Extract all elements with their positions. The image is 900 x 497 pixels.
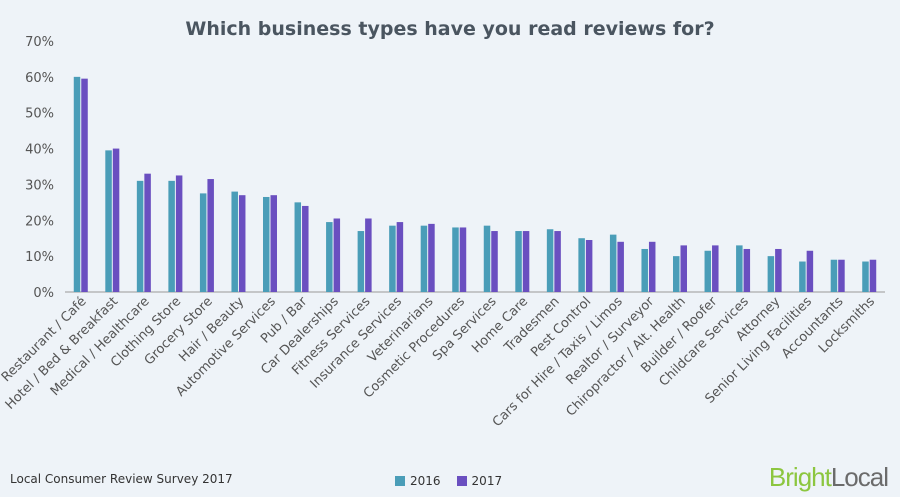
source-caption: Local Consumer Review Survey 2017 [10,472,233,486]
y-tick-label: 70% [25,35,54,50]
y-tick-label: 10% [25,250,54,265]
bar-2016 [294,202,302,292]
y-tick-label: 30% [25,178,54,193]
bar-2016 [641,248,648,292]
brand-logo: BrightLocal [768,462,889,493]
bar-2016 [515,231,522,292]
bar-2017 [270,195,277,292]
bar-2017 [491,231,498,292]
bar-2017 [144,173,151,292]
bar-2016 [830,259,838,292]
bar-2017 [333,218,341,292]
bar-2016 [862,261,869,292]
bar-2017 [680,245,687,292]
bar-2016 [73,76,81,292]
y-tick-label: 40% [25,143,54,158]
legend-swatch-2016 [395,476,405,486]
bar-2016 [231,191,238,292]
bar-2017 [554,231,561,292]
bar-2016 [168,180,175,292]
bar-2016 [736,245,743,292]
bar-2017 [365,218,372,292]
bar-2017 [838,259,845,292]
bar-2016 [767,256,775,292]
y-tick-label: 0% [33,286,54,301]
bar-2017 [207,179,214,292]
bar-2016 [136,180,144,292]
bar-2016 [578,238,585,292]
bar-2016 [799,261,806,292]
bar-2016 [105,150,112,292]
y-tick-label: 60% [25,71,54,86]
bar-2017 [81,78,88,293]
bar-2017 [459,227,467,292]
bar-2017 [585,240,593,292]
bar-2017 [396,222,404,292]
chart-title: Which business types have you read revie… [185,18,715,40]
bar-2016 [357,231,365,292]
bar-2016 [420,225,428,292]
legend-item-2017: 2017 [456,474,503,488]
bar-2017 [175,175,183,292]
bar-2016 [452,227,459,292]
bar-2017 [869,259,877,292]
bar-2017 [775,248,782,292]
legend-label-2017: 2017 [471,474,503,488]
bar-2017 [712,245,719,292]
y-tick-label: 50% [25,107,54,122]
bar-2016 [609,234,617,292]
bar-2017 [428,223,435,292]
bar-2017 [238,195,246,292]
legend-label-2016: 2016 [410,474,441,488]
legend: 2016 2017 [395,472,502,490]
bar-2017 [112,148,120,292]
bar-2016 [673,256,680,292]
bar-2017 [648,241,656,292]
brand-logo-part1: Bright [768,462,832,492]
legend-item-2016: 2016 [395,474,441,488]
bar-2016 [326,222,333,292]
bar-2017 [522,231,530,292]
bar-2017 [806,250,814,292]
bar-2016 [389,225,396,292]
legend-swatch-2017 [456,476,467,486]
brand-logo-part2: Local [830,462,889,492]
bar-2017 [617,241,624,292]
bar-2016 [483,225,491,292]
y-tick-label: 20% [25,214,54,229]
bar-2017 [743,248,751,292]
bar-2017 [302,205,309,292]
bar-2016 [199,193,207,292]
bar-2016 [704,250,712,292]
bar-2016 [546,229,554,292]
bar-2016 [263,196,270,292]
